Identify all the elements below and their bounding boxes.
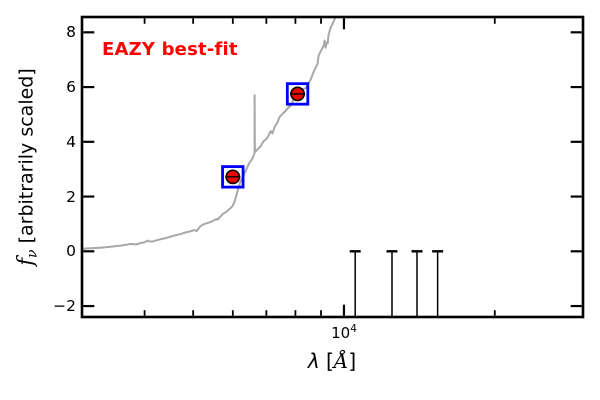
x-tick-exponent: 4 <box>350 323 357 335</box>
spectrum-curve <box>83 18 337 250</box>
limit-markers <box>349 250 444 316</box>
photometry-points <box>221 82 310 189</box>
x-tick-label-10e4: 104 <box>331 323 357 342</box>
y-tick-label: 6 <box>66 78 76 97</box>
axis-ticks <box>83 18 582 316</box>
x-axis-label: λ [Å] <box>307 349 357 373</box>
marker-square <box>285 82 310 106</box>
y-axis-label: fν [arbitrarily scaled] <box>13 68 41 266</box>
y-tick-label: 2 <box>66 187 76 206</box>
y-tick-label: 8 <box>66 23 76 42</box>
x-tick-base: 10 <box>331 324 351 342</box>
photometry-marker <box>285 82 310 106</box>
lambda-symbol: λ <box>307 349 320 373</box>
annotation-label: EAZY best-fit <box>102 39 238 60</box>
marker-square <box>221 165 245 189</box>
angstrom-symbol: Å <box>333 349 349 373</box>
y-tick-label: 4 <box>66 132 76 151</box>
photometry-marker <box>221 165 245 189</box>
y-tick-label: −2 <box>53 297 76 316</box>
plot-frame <box>80 15 585 319</box>
y-tick-label: 0 <box>66 242 76 261</box>
